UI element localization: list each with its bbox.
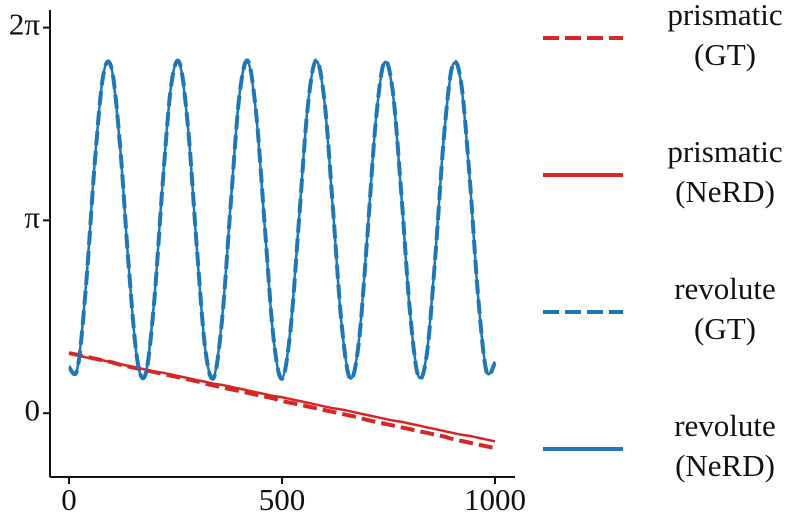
legend-label: prismatic (GT)	[667, 0, 782, 72]
legend-label: revolute (NeRD)	[674, 408, 776, 483]
y-tick-label: 0	[25, 392, 41, 427]
series-line	[68, 352, 496, 443]
x-tick-label: 500	[259, 482, 306, 517]
x-tick-label: 0	[61, 482, 77, 517]
legend-label: revolute (GT)	[674, 271, 776, 346]
legend-label: prismatic (NeRD)	[667, 134, 782, 209]
x-tick-label: 1000	[464, 482, 526, 517]
y-tick-label: π	[24, 199, 40, 234]
y-tick-label: 2π	[9, 7, 41, 42]
series-line	[67, 59, 497, 380]
